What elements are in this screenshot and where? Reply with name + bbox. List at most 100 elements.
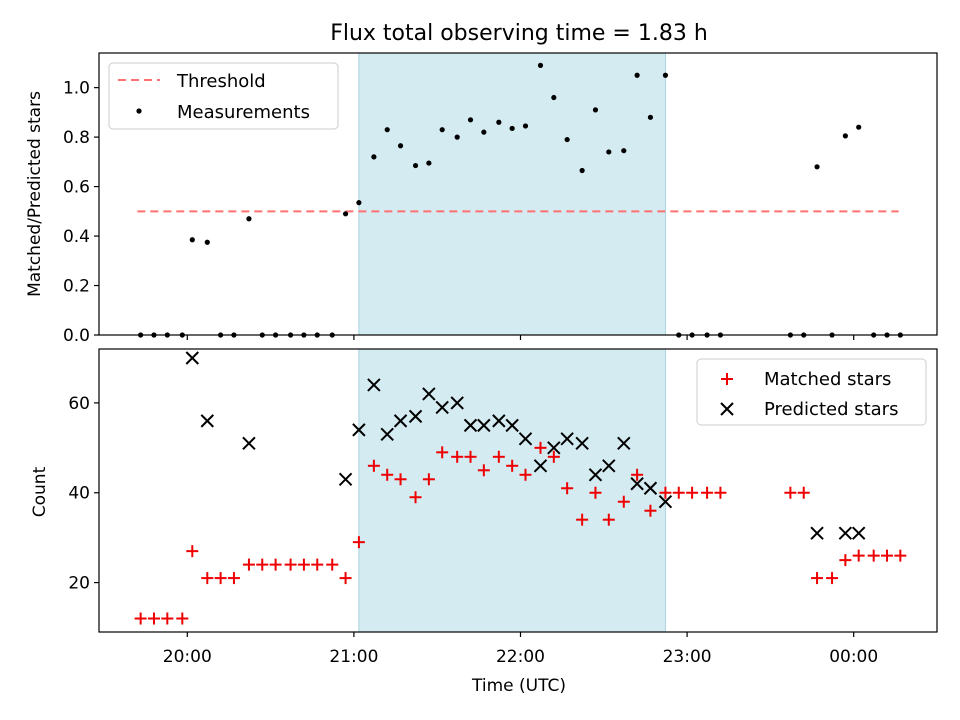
predicted-star-point [602,459,616,473]
measurement-point [842,133,848,139]
measurement-point [204,239,210,245]
matched-star-point [436,446,449,459]
matched-star-point [617,495,630,508]
predicted-star-point [367,378,381,392]
matched-star-point [161,612,174,625]
matched-star-point [339,572,352,585]
predicted-star-point [463,418,478,433]
matched-star-point [451,450,464,463]
predicted-star-point [643,481,658,495]
chart-title: Flux total observing time = 1.83 h [330,21,708,46]
bottom-y-tick-label: 20 [68,574,90,594]
predicted-star-point [338,472,353,486]
predicted-star-point [477,418,491,433]
matched-star-point [367,459,380,472]
predicted-stars-series [185,351,866,540]
measurement-point [522,123,529,129]
matched-star-point [784,486,797,499]
matched-star-point [576,513,589,526]
measurement-point [814,164,820,170]
measurements-series [138,62,903,338]
measurement-point [342,211,349,217]
bottom-y-tick-label: 60 [68,394,90,414]
matched-star-point [464,450,477,463]
matched-star-point [811,572,824,585]
matched-star-point [409,491,422,504]
matched-star-point [284,558,297,571]
matched-star-point [659,486,672,499]
measurement-point [634,72,640,78]
top-y-tick-label: 0.8 [63,128,90,148]
legend-measurements-label: Measurements [177,102,310,123]
measurement-point [454,134,460,140]
matched-star-point [311,558,324,571]
matched-star-point [326,558,339,571]
predicted-star-point [838,526,853,540]
bottom-y-axis-label: Count [30,466,50,517]
matched-star-point [214,572,227,585]
predicted-star-point [380,427,394,442]
matched-star-point [826,572,839,585]
predicted-star-point [242,436,256,451]
matched-star-point [852,549,865,562]
top-panel: 0.0 0.2 0.4 0.6 0.8 1.0 Matched/Predicted sta… [25,52,938,346]
predicted-star-point [630,477,644,491]
matched-star-point [602,513,615,526]
bottom-observing-span [358,348,666,633]
x-tick-label: 21:00 [329,647,378,667]
measurement-point [662,72,669,78]
matched-star-point [227,572,240,585]
matched-star-point [839,554,852,567]
predicted-star-point [560,432,574,446]
legend-predicted-label: Predicted stars [764,399,898,420]
matched-star-point [714,486,727,499]
x-tick-label: 00:00 [829,647,878,667]
top-y-tick-label: 0.6 [63,178,90,198]
matched-star-point [547,450,560,463]
matched-star-point [631,468,644,481]
top-y-tick-label: 0.2 [63,277,90,297]
matched-star-point [147,612,160,625]
top-legend: Threshold Measurements [108,62,339,130]
bottom-legend: Matched stars Predicted stars [696,358,927,426]
matched-star-point [701,486,714,499]
matched-star-point [352,536,365,549]
bottom-x-axis: 20:00 21:00 22:00 23:00 00:00 [163,632,878,667]
measurement-point [412,162,419,169]
matched-star-point [422,473,435,486]
measurement-point [481,129,487,135]
predicted-star-point [588,468,603,482]
bottom-y-tick-label: 40 [68,484,90,504]
top-y-tick-label: 0.4 [63,227,90,247]
measurement-point [856,124,862,130]
predicted-star-point [450,396,464,410]
bottom-axes-frame [98,348,938,633]
measurement-point [564,136,570,143]
matched-star-point [242,558,255,571]
top-observing-span [358,52,666,336]
matched-star-point [381,468,394,481]
measurement-point [467,117,474,123]
predicted-star-point [393,414,408,428]
matched-star-point [492,450,505,463]
measurement-point [397,143,404,149]
matched-star-point [672,486,685,499]
predicted-star-point [810,526,824,540]
top-legend-box [108,62,339,130]
matched-star-point [297,558,310,571]
measurement-point [426,160,432,166]
matched-star-point [506,459,519,472]
predicted-star-point [200,414,214,428]
predicted-star-point [422,387,436,401]
legend-measurements-swatch [136,108,142,114]
measurement-point [621,148,627,154]
matched-star-point [534,441,547,454]
matched-star-point [519,468,532,481]
matched-star-point [186,545,199,558]
x-tick-label: 23:00 [663,647,712,667]
matched-star-point [201,572,214,585]
measurement-point [537,62,544,68]
matched-star-point [256,558,269,571]
legend-threshold-label: Threshold [176,71,266,92]
